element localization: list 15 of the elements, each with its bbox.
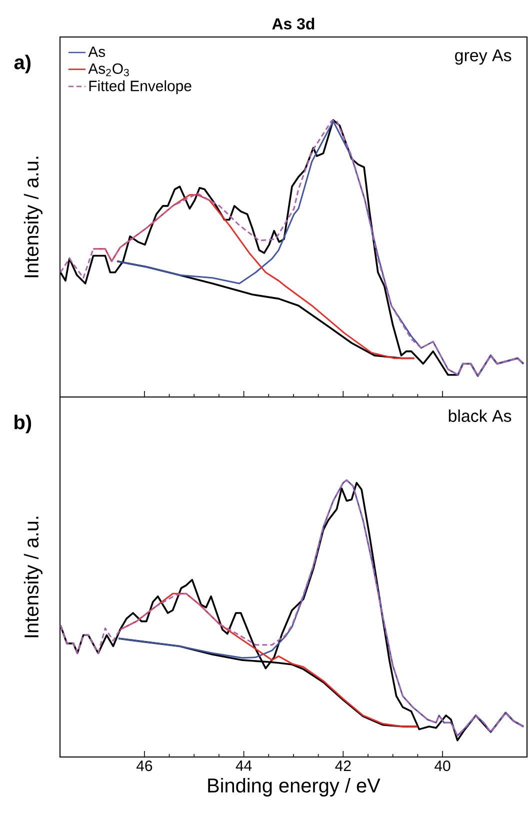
x-axis-title: Binding energy / eV: [208, 778, 380, 797]
y-axis-title: Intensity / a.u.: [24, 156, 42, 278]
y-axis-title: Intensity / a.u.: [24, 516, 42, 638]
chart-title: As 3d: [272, 18, 314, 30]
x-tick-label: 46: [136, 760, 152, 772]
x-tick-label: 40: [434, 760, 450, 772]
text: black As: [448, 410, 512, 422]
text: b): [14, 414, 32, 434]
legend-label: Fitted Envelope: [89, 80, 192, 94]
legend-label: As: [88, 46, 106, 57]
text: grey As: [455, 50, 512, 65]
x-tick-label: 42: [335, 760, 351, 771]
text: a): [14, 54, 30, 74]
x-tick-label: 44: [236, 760, 252, 771]
legend-label: As$_{2}$O$_{3}$: [88, 63, 129, 76]
